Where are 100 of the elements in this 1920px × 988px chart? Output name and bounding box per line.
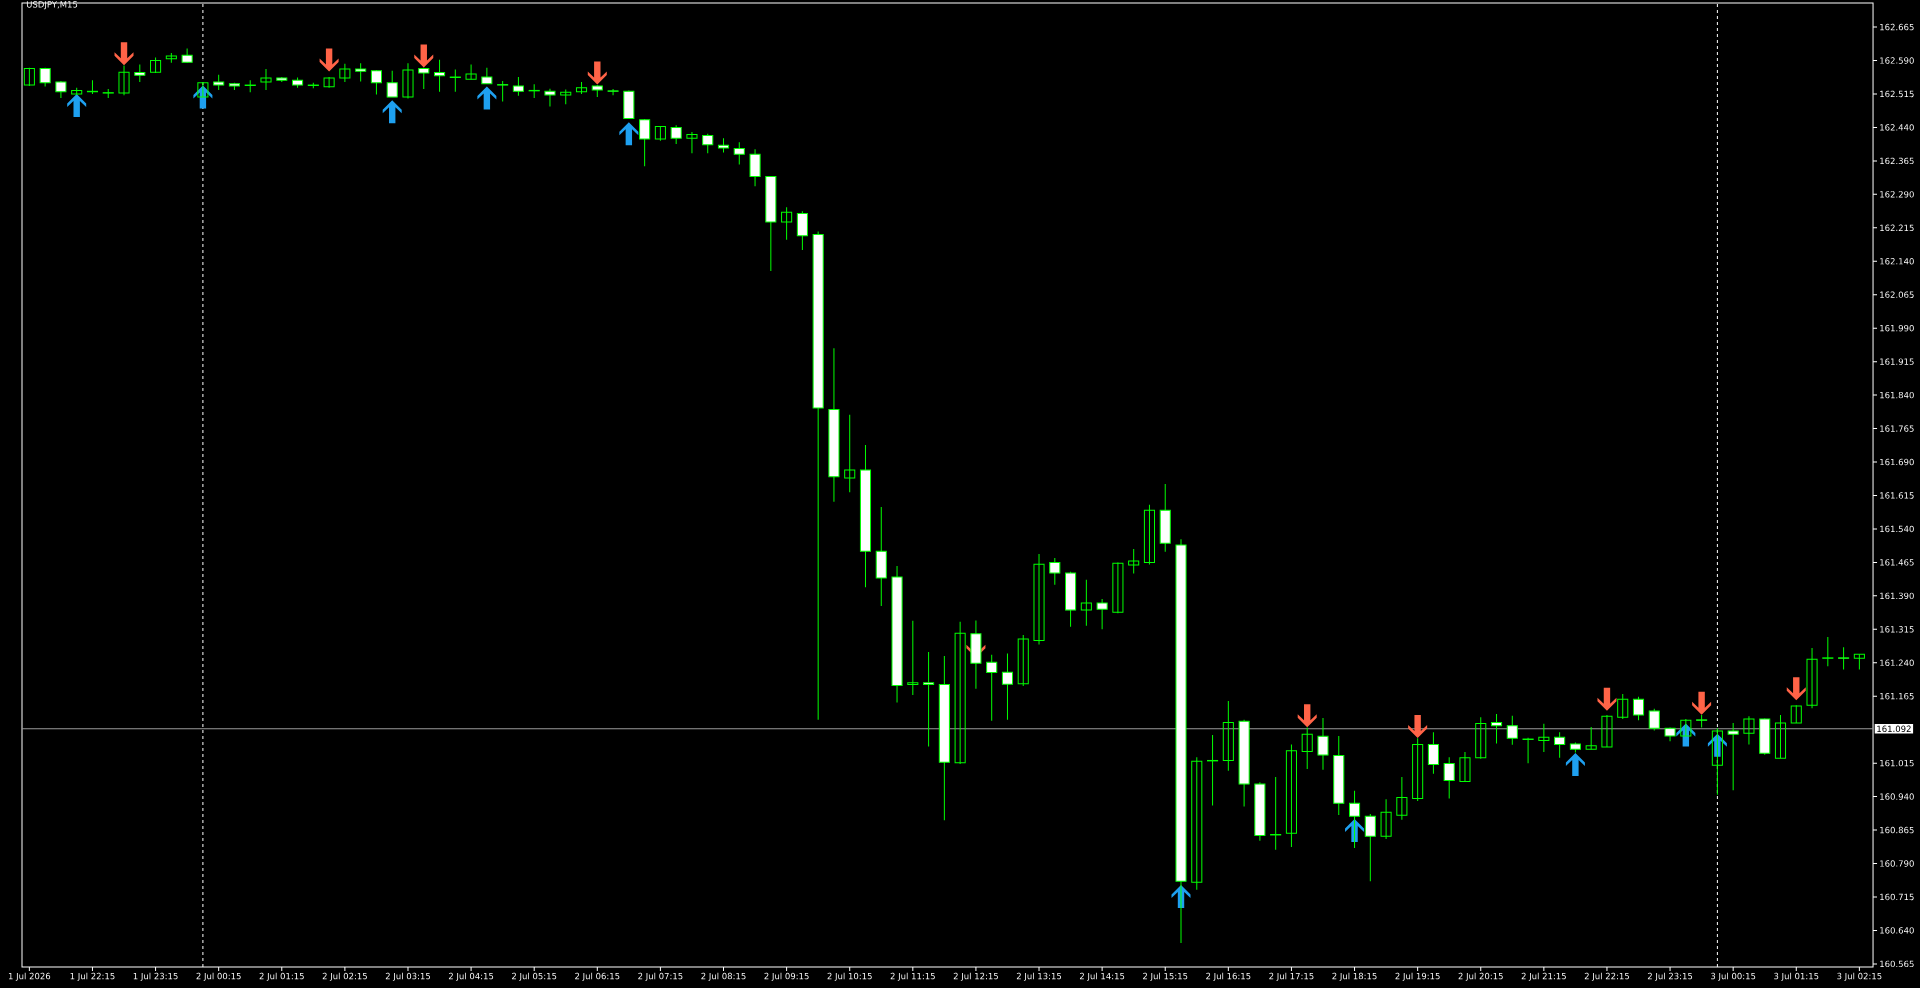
x-tick-label: 2 Jul 12:15 xyxy=(953,972,998,981)
point xyxy=(414,44,434,68)
y-tick-label: 161.390 xyxy=(1880,592,1914,600)
candlestick xyxy=(670,124,682,145)
candlestick xyxy=(1317,717,1329,771)
candlestick xyxy=(639,118,651,167)
candlestick xyxy=(1143,504,1155,566)
point xyxy=(1297,704,1317,728)
x-tick-label: 2 Jul 19:15 xyxy=(1395,972,1440,981)
candlestick xyxy=(260,68,272,91)
candlestick xyxy=(370,69,382,95)
candlestick xyxy=(702,133,714,154)
candlestick xyxy=(1364,813,1376,882)
point xyxy=(382,100,402,124)
point xyxy=(1692,691,1712,715)
x-tick-label: 1 Jul 22:15 xyxy=(70,972,115,981)
candlestick xyxy=(355,62,367,82)
x-tick-label: 2 Jul 01:15 xyxy=(259,972,304,981)
x-tick-label: 1 Jul 2026 xyxy=(8,972,51,981)
candlestick xyxy=(607,88,619,96)
point xyxy=(67,94,87,118)
x-tick-label: 3 Jul 00:15 xyxy=(1711,972,1756,981)
x-tick-label: 2 Jul 02:15 xyxy=(322,972,367,981)
x-tick-label: 2 Jul 08:15 xyxy=(701,972,746,981)
x-tick-label: 2 Jul 06:15 xyxy=(575,972,620,981)
candlestick xyxy=(1348,790,1361,849)
point xyxy=(1786,677,1806,701)
point xyxy=(619,122,639,146)
candlestick xyxy=(386,70,398,98)
y-tick-label: 162.515 xyxy=(1880,90,1914,98)
candlestick xyxy=(1727,722,1739,791)
candlestick xyxy=(1585,726,1597,750)
y-tick-label: 161.240 xyxy=(1880,659,1914,666)
y-tick-label: 161.915 xyxy=(1880,358,1914,365)
candlestick xyxy=(1096,598,1108,630)
candlestick xyxy=(197,81,209,98)
y-tick-label: 160.640 xyxy=(1880,927,1914,934)
x-tick-label: 2 Jul 10:15 xyxy=(827,972,872,981)
y-tick-label: 161.465 xyxy=(1880,559,1914,566)
y-tick-label: 162.440 xyxy=(1880,124,1914,131)
candlestick xyxy=(1270,776,1282,851)
point xyxy=(477,86,497,110)
candlestick xyxy=(1285,743,1297,848)
y-tick-label: 161.015 xyxy=(1880,759,1914,767)
x-tick-label: 2 Jul 22:15 xyxy=(1584,972,1629,981)
y-tick-label: 162.290 xyxy=(1880,191,1914,198)
y-tick-label: 161.315 xyxy=(1880,626,1914,633)
candlestick xyxy=(954,621,966,765)
y-tick-label: 160.940 xyxy=(1880,793,1914,800)
candlestick xyxy=(1617,693,1629,720)
y-tick-label: 161.840 xyxy=(1880,391,1914,399)
candlestick xyxy=(686,131,698,154)
candlestick xyxy=(1601,714,1613,748)
candlestick xyxy=(1648,708,1660,732)
candlestick xyxy=(449,68,461,93)
candlestick xyxy=(1301,726,1313,770)
point xyxy=(587,61,607,85)
candlestick xyxy=(986,654,998,722)
candlestick xyxy=(86,79,99,95)
candlestick xyxy=(1222,700,1234,772)
candlestick xyxy=(1490,713,1503,744)
candlestick xyxy=(1080,579,1092,627)
candlestick xyxy=(1001,652,1014,721)
candlestick xyxy=(1049,557,1061,586)
candlestick xyxy=(1033,553,1045,645)
x-tick-label: 2 Jul 18:15 xyxy=(1332,972,1377,981)
y-tick-label: 160.715 xyxy=(1880,893,1914,901)
point xyxy=(1597,687,1617,711)
x-tick-label: 2 Jul 11:15 xyxy=(890,972,935,981)
candlestick xyxy=(1632,696,1645,721)
candlestick xyxy=(1380,798,1392,840)
candlestick xyxy=(1554,731,1566,759)
candlestick xyxy=(907,620,919,696)
candlestick xyxy=(23,67,35,87)
y-tick-label: 161.690 xyxy=(1880,458,1914,466)
candlestick xyxy=(118,64,130,96)
candlestick xyxy=(497,80,509,103)
candlestick xyxy=(1838,646,1850,670)
candlestick xyxy=(512,76,524,97)
x-tick-label: 3 Jul 01:15 xyxy=(1774,972,1819,981)
point xyxy=(114,42,134,66)
ref-line-label: 161.092 xyxy=(1877,725,1911,732)
y-tick-label: 161.765 xyxy=(1880,425,1914,432)
x-tick-label: 2 Jul 00:15 xyxy=(196,972,241,981)
candlestick xyxy=(1522,737,1534,764)
x-tick-label: 2 Jul 07:15 xyxy=(638,972,683,981)
y-tick-label: 161.990 xyxy=(1880,324,1914,332)
x-tick-label: 2 Jul 23:15 xyxy=(1647,972,1693,981)
y-tick-label: 162.065 xyxy=(1880,291,1914,298)
y-tick-label: 162.140 xyxy=(1880,258,1914,265)
y-tick-label: 162.665 xyxy=(1880,23,1914,31)
point xyxy=(1565,752,1585,776)
x-tick-label: 3 Jul 02:15 xyxy=(1837,972,1882,981)
y-tick-label: 162.365 xyxy=(1880,157,1914,165)
candlestick xyxy=(1506,715,1518,746)
x-tick-label: 2 Jul 09:15 xyxy=(764,972,809,981)
candlestick xyxy=(1396,776,1408,821)
candlestick xyxy=(1806,647,1818,709)
chart-title: USDJPY,M15 xyxy=(26,1,78,10)
candlestick xyxy=(1459,751,1471,782)
